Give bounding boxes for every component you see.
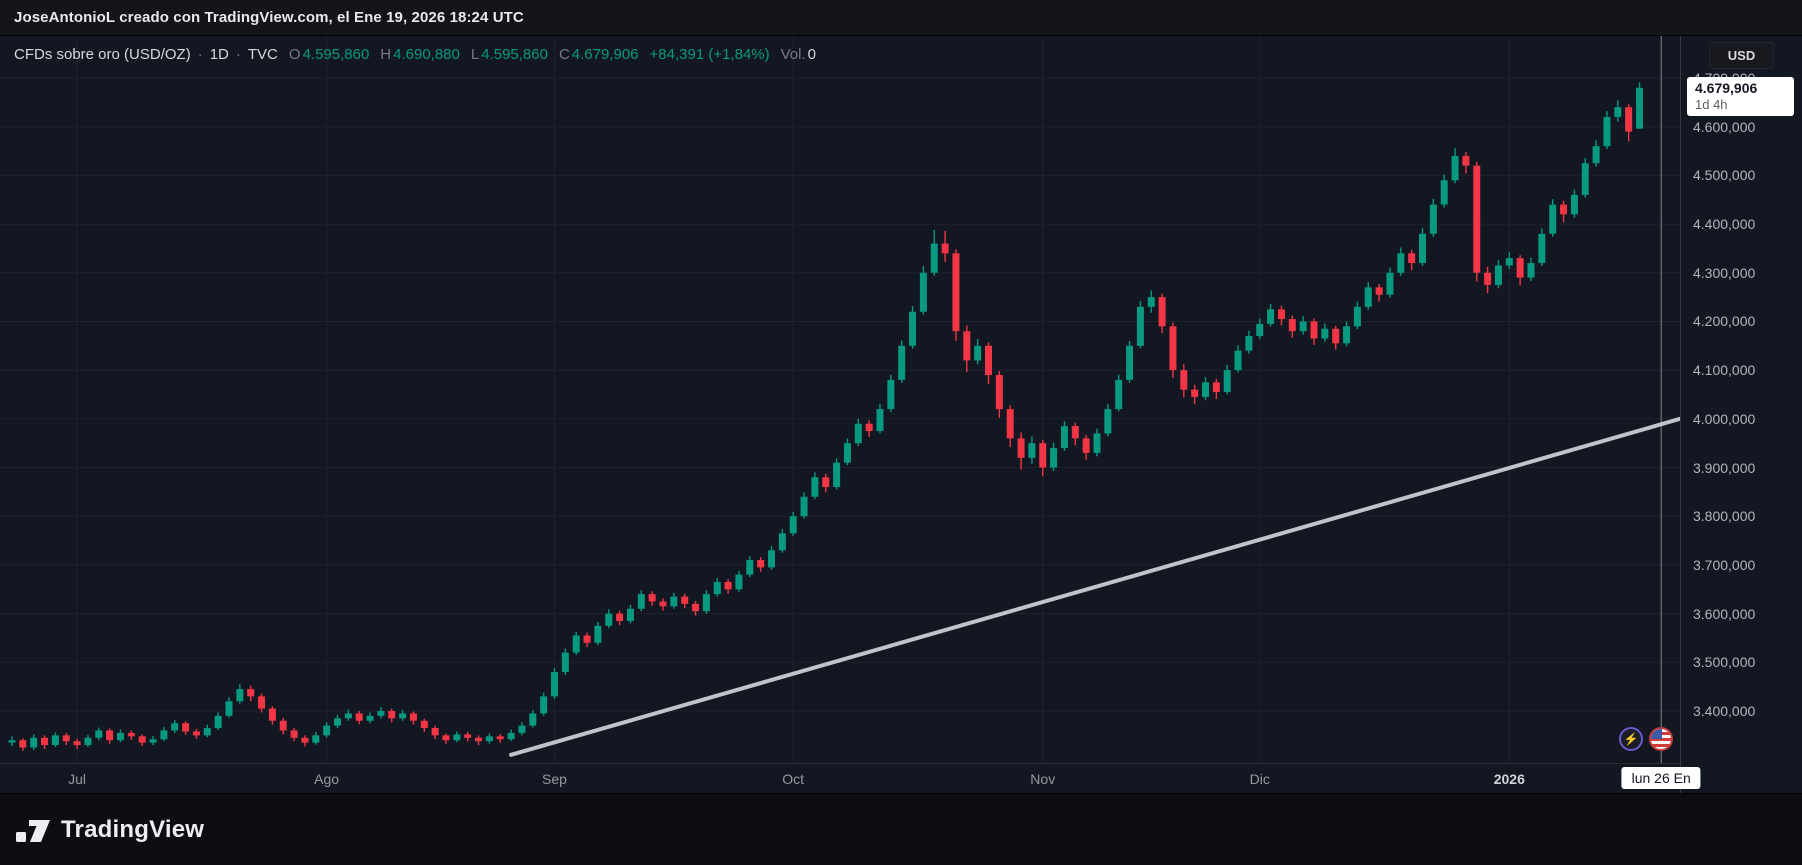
tradingview-brand[interactable]: TradingView — [16, 816, 204, 844]
attribution-text: JoseAntonioL creado con TradingView.com,… — [14, 9, 524, 26]
us-flag-event-icon[interactable] — [1649, 727, 1674, 751]
chart-legend: CFDs sobre oro (USD/OZ) · 1D · TVC O 4.59… — [14, 46, 816, 63]
grid-lines — [0, 36, 1680, 763]
time-axis[interactable]: lun 26 En Jul Ago Sep Oct Nov Dic 2026 — [0, 763, 1701, 793]
price-tick-label: 4.100,000 — [1693, 362, 1756, 379]
time-axis-label-ago: Ago — [314, 771, 340, 787]
time-axis-label-sep: Sep — [542, 771, 567, 787]
price-tick-label: 4.200,000 — [1693, 313, 1756, 330]
crosshair-date-label: lun 26 En — [1621, 767, 1701, 789]
exchange-label: TVC — [247, 46, 278, 63]
ohlc-open: O 4.595,860 — [288, 46, 370, 63]
price-tick-label: 3.700,000 — [1693, 556, 1756, 573]
price-tick-label: 4.500,000 — [1693, 167, 1756, 184]
price-tick-label: 4.000,000 — [1693, 410, 1756, 427]
candlestick-series — [8, 82, 1643, 751]
price-tick-label: 4.300,000 — [1693, 264, 1756, 281]
price-tick-label: 4.600,000 — [1693, 118, 1756, 135]
ohlc-close: C 4.679,906 — [558, 46, 639, 63]
last-price-badge: 4.679,906 1d 4h — [1687, 76, 1794, 116]
volume-readout: Vol. 0 — [781, 46, 816, 63]
price-tick-label: 4.400,000 — [1693, 216, 1756, 233]
price-tick-label: 3.900,000 — [1693, 459, 1756, 476]
price-chart-svg[interactable] — [0, 36, 1680, 763]
time-axis-label-oct: Oct — [782, 771, 805, 787]
time-axis-label-2026: 2026 — [1493, 771, 1525, 787]
ohlc-high: H 4.690,880 — [380, 46, 460, 63]
brand-wordmark: TradingView — [61, 815, 205, 843]
legend-separator: · — [197, 46, 203, 63]
ohlc-low: L 4.595,860 — [470, 46, 548, 63]
trend-line[interactable] — [509, 416, 1680, 757]
legend-separator: · — [235, 46, 241, 63]
volume-value: 0 — [807, 46, 816, 63]
chart-region: CFDs sobre oro (USD/OZ) · 1D · TVC O 4.59… — [0, 36, 1802, 793]
price-tick-label: 3.800,000 — [1693, 508, 1756, 525]
price-tick-label: 3.600,000 — [1693, 605, 1756, 622]
change-value: +84,391 (+1,84%) — [649, 46, 770, 63]
time-axis-label-jul: Jul — [68, 771, 87, 787]
top-bar: JoseAntonioL creado con TradingView.com,… — [0, 0, 1802, 36]
bar-countdown: 1d 4h — [1695, 96, 1728, 112]
chart-plot-area[interactable]: CFDs sobre oro (USD/OZ) · 1D · TVC O 4.59… — [0, 36, 1701, 793]
time-axis-label-nov: Nov — [1030, 771, 1056, 787]
price-tick-label: 3.400,000 — [1693, 703, 1756, 719]
symbol-title[interactable]: CFDs sobre oro (USD/OZ) — [14, 46, 191, 63]
time-axis-label-dic: Dic — [1249, 771, 1270, 787]
flash-event-icon[interactable]: ⚡ — [1619, 727, 1644, 751]
interval-label[interactable]: 1D — [209, 46, 229, 63]
tradingview-logo-icon — [16, 820, 50, 842]
price-tick-label: 3.500,000 — [1693, 654, 1756, 671]
event-icons: ⚡ — [1619, 727, 1674, 751]
price-axis[interactable]: USD 4.679,906 1d 4h 4.700,0004.600,0004.… — [1680, 36, 1802, 793]
currency-button[interactable]: USD — [1708, 42, 1775, 69]
volume-label: Vol. — [780, 46, 806, 63]
last-price-value: 4.679,906 — [1695, 79, 1758, 96]
footer-bar: TradingView — [0, 793, 1802, 865]
